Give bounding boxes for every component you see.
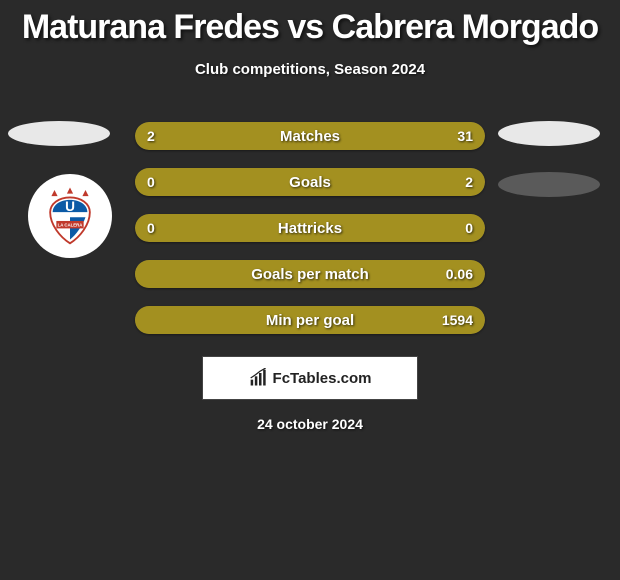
stat-label: Min per goal — [135, 306, 485, 334]
player-placeholder-right-1 — [498, 121, 600, 146]
stat-bars: 2Matches310Goals20Hattricks0Goals per ma… — [135, 122, 485, 334]
attribution-text: FcTables.com — [273, 370, 372, 387]
page-title: Maturana Fredes vs Cabrera Morgado — [0, 0, 620, 47]
stat-bar: Min per goal1594 — [135, 306, 485, 334]
stat-value-right: 0.06 — [446, 260, 473, 288]
stat-value-right: 2 — [465, 168, 473, 196]
stat-bar: 0Hattricks0 — [135, 214, 485, 242]
stat-label: Goals per match — [135, 260, 485, 288]
club-badge: U LA CALERA — [28, 174, 112, 258]
player-placeholder-right-2 — [498, 172, 600, 197]
club-badge-icon: U LA CALERA — [39, 185, 101, 247]
player-placeholder-left — [8, 121, 110, 146]
date-line: 24 october 2024 — [0, 416, 620, 432]
stat-bar: 0Goals2 — [135, 168, 485, 196]
stat-label: Hattricks — [135, 214, 485, 242]
stat-label: Goals — [135, 168, 485, 196]
stat-bar: 2Matches31 — [135, 122, 485, 150]
subtitle: Club competitions, Season 2024 — [0, 61, 620, 78]
stat-value-right: 1594 — [442, 306, 473, 334]
stat-label: Matches — [135, 122, 485, 150]
stat-value-right: 31 — [457, 122, 473, 150]
chart-icon — [249, 368, 269, 388]
stat-value-right: 0 — [465, 214, 473, 242]
svg-text:U: U — [65, 199, 75, 214]
stat-bar: Goals per match0.06 — [135, 260, 485, 288]
comparison-area: U LA CALERA 2Matches310Goals20Hattricks0… — [0, 122, 620, 334]
attribution-box: FcTables.com — [202, 356, 418, 400]
badge-text: LA CALERA — [58, 223, 84, 228]
